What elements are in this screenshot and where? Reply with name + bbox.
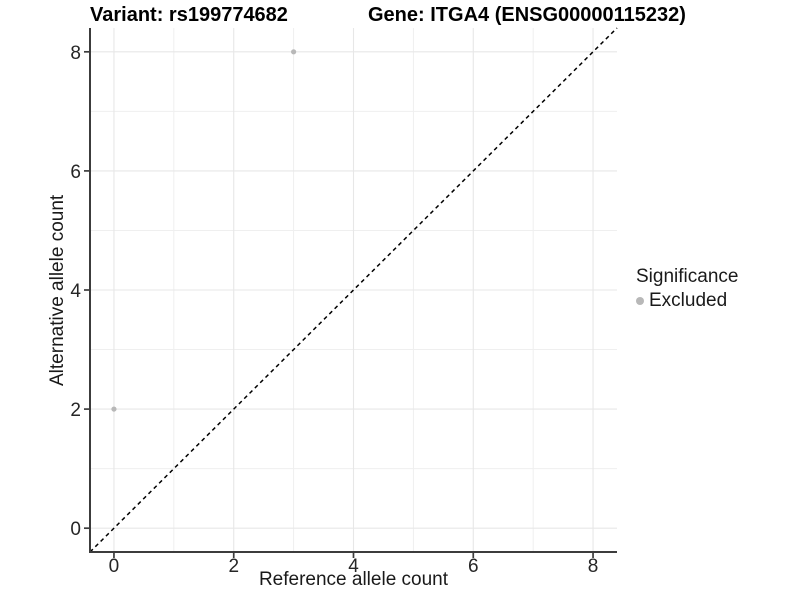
excluded-point-swatch xyxy=(636,297,644,305)
x-tick-label: 0 xyxy=(109,556,120,577)
y-tick-label: 6 xyxy=(70,162,81,183)
x-axis-title: Reference allele count xyxy=(258,569,449,590)
legend: Significance Excluded xyxy=(636,266,738,312)
x-tick-label: 2 xyxy=(228,556,239,577)
data-point-excluded xyxy=(291,49,297,55)
y-tick-label: 4 xyxy=(70,281,81,302)
legend-title: Significance xyxy=(636,266,739,287)
data-point-excluded xyxy=(111,406,117,412)
y-tick-label: 0 xyxy=(70,519,81,540)
y-tick-label: 8 xyxy=(70,43,81,64)
x-tick-label: 4 xyxy=(348,556,359,577)
plot-title-variant: Variant: rs199774682 xyxy=(90,4,288,26)
identity-line xyxy=(89,27,618,553)
y-axis-title: Alternative allele count xyxy=(47,194,68,386)
x-tick-label: 6 xyxy=(468,556,479,577)
plot-title-gene: Gene: ITGA4 (ENSG00000115232) xyxy=(368,4,686,26)
x-tick-label: 8 xyxy=(588,556,599,577)
legend-item-excluded: Excluded xyxy=(636,290,738,312)
y-tick-label: 2 xyxy=(70,400,81,421)
legend-item-label: Excluded xyxy=(649,290,728,311)
